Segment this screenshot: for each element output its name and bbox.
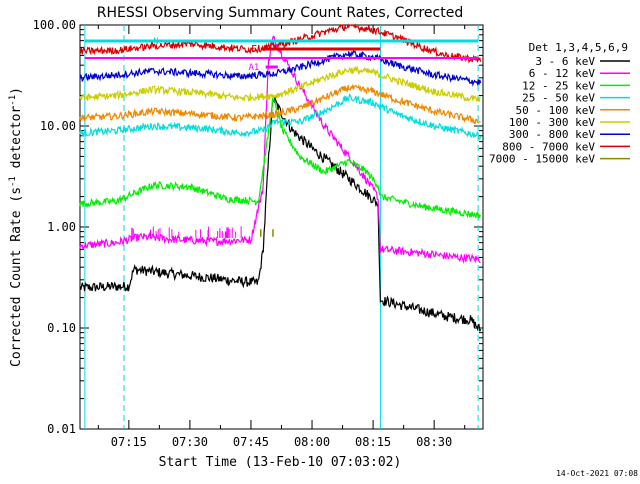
series-layer (79, 23, 482, 332)
footer-date: 14-Oct-2021 07:08 (556, 469, 638, 478)
flag-label-f: F (251, 44, 257, 55)
x-axis: 07:15 07:30 07:45 08:00 08:15 08:30 (97, 25, 466, 449)
series-line (79, 93, 482, 140)
series-line (79, 95, 482, 332)
series-line (79, 35, 481, 265)
legend-label: 300 - 800 keV (509, 128, 595, 141)
legend-label: 25 - 50 keV (522, 92, 595, 105)
y-tick-label: 100.00 (33, 18, 76, 32)
legend-label: 12 - 25 keV (522, 79, 595, 92)
legend-label: 7000 - 15000 keV (489, 153, 595, 166)
x-tick-label: 07:30 (172, 435, 208, 449)
flag-bars: N F A1 (84, 37, 479, 73)
x-axis-label: Start Time (13-Feb-10 07:03:02) (159, 455, 402, 470)
y-axis-label: Corrected Count Rate (s-1 detector-1) (8, 87, 24, 367)
series-line (79, 83, 481, 125)
flag-label-a1: A1 (249, 63, 260, 73)
series-line (79, 49, 482, 87)
legend-label: 50 - 100 keV (516, 104, 596, 117)
series-line (79, 23, 482, 64)
legend-title: Det 1,3,4,5,6,9 (529, 41, 628, 54)
x-tick-label: 07:15 (111, 435, 147, 449)
legend-label: 3 - 6 keV (535, 55, 595, 68)
y-axis: 0.01 0.10 1.00 10.00 100.00 (33, 18, 483, 436)
y-tick-label: 1.00 (47, 220, 76, 234)
legend-label: 6 - 12 keV (529, 67, 596, 80)
y-tick-label: 10.00 (40, 119, 76, 133)
chart-title: RHESSI Observing Summary Count Rates, Co… (97, 5, 463, 21)
legend-label: 800 - 7000 keV (502, 140, 595, 153)
y-tick-label: 0.01 (47, 422, 76, 436)
y-tick-label: 0.10 (47, 321, 76, 335)
time-markers (84, 25, 479, 429)
x-tick-label: 08:00 (294, 435, 330, 449)
x-tick-label: 07:45 (233, 435, 269, 449)
legend-label: 100 - 300 keV (509, 116, 595, 129)
series-line (79, 65, 481, 103)
x-tick-label: 08:30 (416, 435, 452, 449)
x-tick-label: 08:15 (355, 435, 391, 449)
flag-label-n: N (153, 37, 158, 47)
